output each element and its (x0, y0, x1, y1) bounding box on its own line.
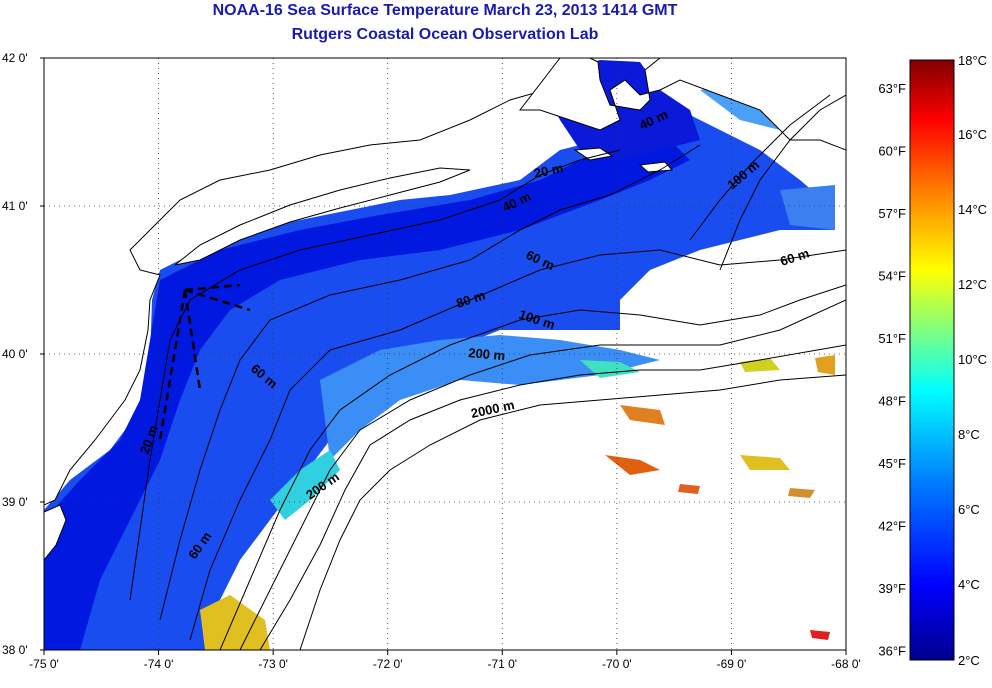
isobath-label-20m-north: 20 m (533, 160, 565, 181)
colorbar-fahrenheit-label: 48°F (878, 394, 906, 409)
lon-tick-label: -75 0' (29, 657, 59, 671)
lon-tick-label: -68 0' (831, 657, 861, 671)
map-subtitle: Rutgers Coastal Ocean Observation Lab (291, 26, 599, 43)
land-martha-vineyard (573, 147, 614, 161)
sst-warm-patch-8 (810, 630, 830, 640)
colorbar-celsius-labels: 18°C 16°C 14°C 12°C 10°C 8°C 6°C 4°C 2°C (958, 53, 987, 668)
isobath-20m (129, 149, 621, 601)
sst-warm-patch-2 (620, 405, 665, 425)
lon-tick-label: -73 0' (258, 657, 288, 671)
latitude-axis: 42 0' 41 0' 40 0' 39 0' 38 0' (2, 51, 44, 657)
colorbar-fahrenheit-labels: 63°F 60°F 57°F 54°F 51°F 48°F 45°F 42°F 39°F 36°F (878, 81, 906, 659)
transect-line-2 (183, 289, 202, 391)
lon-tick-label: -71 0' (487, 657, 517, 671)
isobath-100m-east (719, 94, 846, 271)
sst-warm-patch-3 (740, 455, 790, 470)
isobath-40m (159, 144, 701, 621)
land-new-jersey-new-york (44, 58, 561, 506)
isobath-60m-east (689, 94, 831, 241)
colorbar-fahrenheit-label: 60°F (878, 144, 906, 159)
isobath-contours (129, 94, 846, 650)
lat-tick-label: 38 0' (2, 643, 28, 657)
sst-map (44, 58, 846, 650)
lon-tick-label: -72 0' (373, 657, 403, 671)
isobath-200m (259, 344, 846, 650)
sst-warm-patch-1 (605, 455, 660, 475)
land-long-island (174, 167, 471, 266)
lat-tick-label: 41 0' (2, 199, 28, 213)
lon-tick-label: -74 0' (144, 657, 174, 671)
graticule (44, 58, 846, 650)
colorbar-celsius-label: 2°C (958, 653, 980, 668)
land-new-england (518, 58, 846, 151)
colorbar-fahrenheit-label: 42°F (878, 519, 906, 534)
transect-lines (158, 283, 251, 441)
colorbar-celsius-label: 18°C (958, 53, 987, 68)
map-title: NOAA-16 Sea Surface Temperature March 23… (212, 2, 678, 19)
isobath-100m (239, 299, 846, 650)
lon-tick-label: -70 0' (602, 657, 632, 671)
sst-warm-edge (270, 450, 340, 520)
sst-warm-patch-6 (815, 355, 835, 375)
land-nantucket (638, 161, 674, 173)
colorbar-fahrenheit-label: 39°F (878, 581, 906, 596)
lon-tick-label: -69 0' (717, 657, 747, 671)
sst-warm-patch-south (200, 595, 270, 650)
lat-tick-label: 39 0' (2, 495, 28, 509)
colorbar-fahrenheit-label: 54°F (878, 269, 906, 284)
lat-tick-label: 42 0' (2, 51, 28, 65)
isobath-label-200m-mid: 200 m (468, 345, 506, 363)
colorbar-celsius-label: 4°C (958, 577, 980, 592)
colorbar-fahrenheit-label: 57°F (878, 206, 906, 221)
isobath-2000m (299, 374, 846, 650)
colorbar-fahrenheit-label: 63°F (878, 81, 906, 96)
temperature-colorbar (909, 59, 955, 661)
colorbar-fahrenheit-label: 45°F (878, 456, 906, 471)
sst-warm-patch-4 (788, 488, 815, 498)
land-delmarva (44, 504, 67, 561)
colorbar-fahrenheit-label: 51°F (878, 331, 906, 346)
isobath-60m (189, 249, 846, 641)
lat-tick-label: 40 0' (2, 347, 28, 361)
sst-nearshore-cold (44, 130, 690, 650)
longitude-axis: -75 0' -74 0' -73 0' -72 0' -71 0' -70 0' -69 … (29, 650, 861, 671)
colorbar-celsius-label: 10°C (958, 352, 987, 367)
transect-line-4 (184, 283, 241, 292)
colorbar-celsius-label: 16°C (958, 127, 987, 142)
colorbar-celsius-label: 6°C (958, 502, 980, 517)
colorbar-celsius-label: 14°C (958, 202, 987, 217)
sst-georges-patch (780, 185, 835, 230)
sst-warm-patch-7 (678, 484, 700, 494)
colorbar-fahrenheit-label: 36°F (878, 644, 906, 659)
sst-offshore-blue (320, 335, 660, 460)
colorbar-celsius-label: 12°C (958, 277, 987, 292)
colorbar-celsius-label: 8°C (958, 427, 980, 442)
isobath-80m (219, 284, 846, 650)
transect-line-3 (184, 288, 251, 312)
